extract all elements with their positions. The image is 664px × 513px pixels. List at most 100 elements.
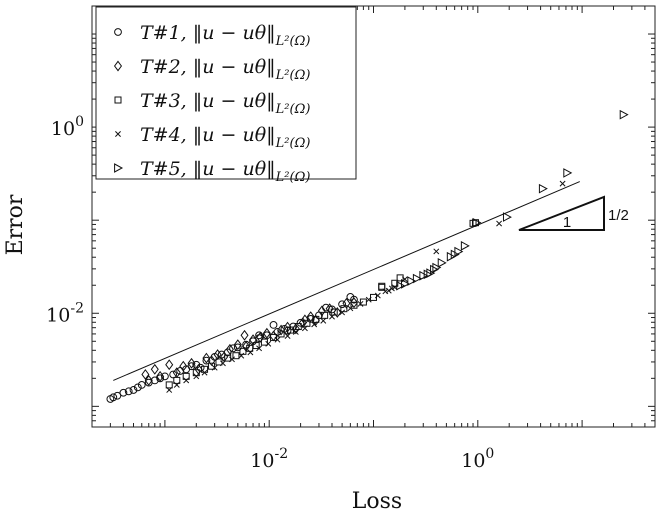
data-point bbox=[269, 320, 278, 329]
data-point bbox=[109, 393, 118, 402]
data-point bbox=[166, 387, 173, 393]
legend-marker bbox=[114, 28, 122, 36]
legend-label-norm-subscript: L²(Ω) bbox=[275, 34, 311, 49]
data-point bbox=[150, 363, 159, 375]
data-point bbox=[388, 285, 395, 292]
slope-rise-label: 1/2 bbox=[608, 207, 629, 224]
data-point bbox=[219, 360, 226, 367]
data-point bbox=[202, 352, 211, 364]
data-point bbox=[256, 345, 263, 352]
slope-triangle-shape bbox=[518, 195, 605, 231]
y-tick-label-base: 10 bbox=[46, 304, 70, 326]
data-point bbox=[437, 258, 447, 268]
data-point bbox=[284, 333, 291, 339]
data-point bbox=[338, 300, 347, 309]
data-point bbox=[329, 313, 335, 320]
data-point bbox=[187, 362, 196, 371]
data-point bbox=[454, 246, 464, 257]
y-tick-label-exponent: -2 bbox=[70, 300, 84, 316]
data-point bbox=[150, 376, 159, 385]
data-point bbox=[502, 212, 512, 222]
data-point bbox=[232, 352, 240, 360]
data-point bbox=[124, 387, 133, 396]
data-point bbox=[165, 381, 173, 389]
data-point bbox=[446, 251, 456, 262]
data-point bbox=[173, 376, 181, 384]
data-point bbox=[325, 303, 334, 315]
y-tick-label-exponent: 0 bbox=[75, 114, 84, 130]
series-2 bbox=[141, 297, 359, 386]
data-point bbox=[311, 314, 320, 326]
data-point bbox=[161, 372, 169, 381]
data-point bbox=[347, 305, 354, 312]
data-point bbox=[432, 262, 442, 273]
data-point bbox=[156, 370, 165, 382]
series-5 bbox=[396, 109, 629, 291]
data-point bbox=[559, 180, 566, 187]
data-point bbox=[538, 183, 548, 194]
data-point bbox=[233, 343, 242, 352]
data-point bbox=[144, 374, 153, 386]
data-point bbox=[298, 317, 307, 329]
y-tick-label: 10-2 bbox=[46, 300, 84, 326]
data-point bbox=[133, 383, 142, 392]
data-point bbox=[173, 381, 180, 388]
reference-slope-line bbox=[113, 181, 580, 381]
data-point bbox=[563, 168, 573, 178]
legend-marker bbox=[113, 60, 123, 72]
slope-run-label: 1 bbox=[563, 214, 571, 231]
data-point bbox=[233, 339, 242, 351]
data-point bbox=[339, 309, 346, 316]
data-point bbox=[277, 324, 286, 336]
data-point bbox=[277, 330, 285, 338]
data-point bbox=[333, 307, 342, 318]
legend-label-norm-subscript: L²(Ω) bbox=[275, 170, 311, 185]
data-point bbox=[430, 264, 440, 275]
data-point bbox=[137, 380, 146, 389]
data-point bbox=[179, 360, 188, 372]
data-point bbox=[349, 297, 359, 309]
data-point bbox=[300, 314, 309, 326]
data-point bbox=[320, 317, 327, 324]
data-point bbox=[274, 336, 281, 343]
markers-layer bbox=[106, 109, 629, 403]
data-point bbox=[346, 292, 355, 301]
data-point bbox=[211, 364, 218, 371]
data-point bbox=[378, 282, 386, 290]
data-point bbox=[201, 369, 208, 376]
y-tick-label-base: 10 bbox=[51, 118, 75, 140]
x-axis-title: Loss bbox=[352, 489, 402, 513]
data-point bbox=[423, 269, 433, 280]
data-point bbox=[225, 343, 234, 355]
data-point bbox=[292, 328, 299, 335]
data-point bbox=[265, 340, 272, 347]
data-point bbox=[208, 362, 216, 370]
x-tick-label-exponent: 0 bbox=[485, 446, 494, 462]
data-point bbox=[350, 301, 358, 309]
x-tick-label-base: 10 bbox=[250, 450, 274, 472]
data-point bbox=[321, 311, 329, 319]
legend-label-norm-subscript: L²(Ω) bbox=[275, 136, 311, 151]
data-point bbox=[374, 292, 381, 299]
data-point bbox=[619, 109, 629, 120]
x-tick-label: 100 bbox=[461, 446, 494, 472]
data-point bbox=[460, 241, 470, 251]
y-tick-label: 100 bbox=[51, 114, 84, 140]
x-tick-label: 10-2 bbox=[250, 446, 288, 472]
x-tick-label-base: 10 bbox=[461, 450, 485, 472]
data-point bbox=[240, 329, 249, 341]
data-point bbox=[400, 279, 410, 289]
data-point bbox=[238, 352, 245, 359]
data-point bbox=[269, 330, 278, 342]
data-point bbox=[391, 279, 399, 287]
data-point bbox=[256, 331, 265, 343]
data-point bbox=[311, 321, 318, 328]
data-point bbox=[385, 287, 392, 294]
data-point bbox=[252, 342, 260, 350]
data-point bbox=[306, 311, 315, 323]
data-point bbox=[229, 356, 235, 363]
data-point bbox=[202, 356, 211, 365]
data-point bbox=[419, 270, 429, 281]
